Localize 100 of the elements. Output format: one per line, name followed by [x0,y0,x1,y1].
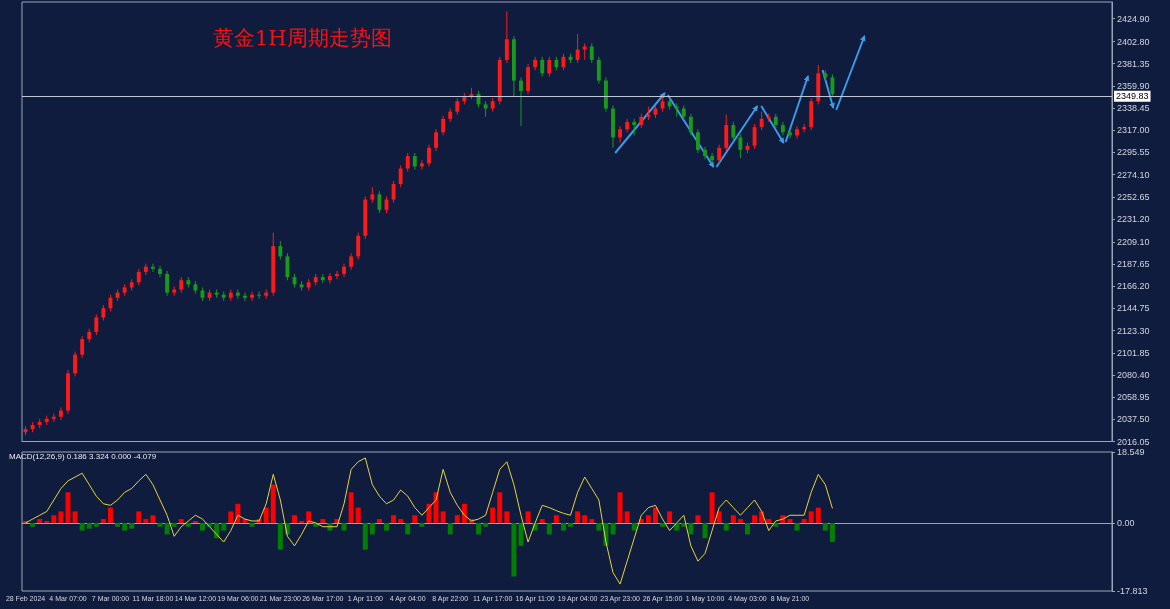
bar [766,519,772,523]
bar [553,515,559,523]
y-tick-label: 2016.05 [1117,436,1150,447]
bar [398,519,404,523]
y-tick-label: 2058.95 [1117,392,1150,403]
bar [539,519,545,523]
candlestick [696,128,700,154]
bar [440,511,446,523]
bar [221,522,227,531]
bar [93,522,99,527]
bar [596,522,602,531]
y-tick-label: 2359.90 [1117,80,1150,91]
y-tick-label: 2144.75 [1117,303,1150,314]
bar [653,507,658,523]
bar [355,507,361,523]
bar [419,522,425,527]
bar [164,522,170,535]
bar [185,522,191,527]
bar [171,522,177,527]
bar [369,522,375,535]
y-tick-label: 2037.50 [1117,414,1150,425]
candlestick [80,335,85,359]
candlestick [398,164,403,188]
candlestick [73,351,78,377]
candlestick [51,413,56,423]
bar [617,492,623,523]
bar [752,515,758,523]
bar [490,507,496,523]
bar [136,511,142,523]
y-tick-label: 2166.20 [1117,281,1150,292]
y-tick-label: 2101.85 [1117,347,1150,358]
text: 黄金1H周期走势图 [213,25,392,50]
bar [794,522,800,531]
bar [58,511,64,523]
bar [348,492,354,523]
ref-line-label: 2349.83 [1116,91,1149,102]
candlestick [519,77,523,127]
y-tick-label: 18.549 [1117,447,1145,457]
candlestick [646,105,651,121]
y-tick-label: 2123.30 [1117,325,1150,336]
bar [447,522,453,535]
bar [582,515,588,523]
bar [30,522,36,527]
candlestick [151,263,155,273]
bar [454,515,460,523]
bar [412,515,418,523]
bar [497,492,503,523]
bar [688,522,694,535]
bar [737,519,743,523]
bar [575,511,581,523]
bar [384,522,389,531]
bar [320,519,326,523]
bar [589,519,595,523]
candlestick [780,121,785,136]
bar [667,511,673,523]
bar [277,522,283,550]
bar [150,515,156,523]
bar [730,515,736,523]
bar [376,519,382,523]
y-tick-label: 2080.40 [1117,369,1150,380]
candlestick [250,291,254,302]
candlestick [158,265,162,278]
candlestick [710,152,715,164]
bar [178,519,184,523]
bar [433,492,439,523]
candlestick [285,252,290,281]
chart-title: MACD(12,26,9) 0.186 3.324 0.000 -4.079 [9,451,157,461]
y-tick-label: 2252.65 [1117,191,1150,202]
y-tick-label: 2209.10 [1117,236,1150,247]
bar [511,522,517,577]
candlestick [257,291,262,300]
candlestick [327,272,332,284]
y-tick-label: 2317.00 [1117,125,1150,136]
candlestick [795,125,799,140]
bar [560,522,566,531]
bar [723,522,729,531]
candlestick [434,128,438,152]
bar [829,522,835,543]
candlestick [526,63,531,95]
candlestick [540,56,545,77]
candlestick [703,146,707,160]
bar [270,484,276,523]
candlestick [533,56,538,71]
candlestick [731,121,736,142]
bar [660,522,666,527]
bar [624,511,630,523]
bar [115,522,121,527]
y-tick-label: 0.00 [1117,517,1135,528]
candlestick [618,125,623,144]
y-tick-label: 2274.10 [1117,169,1150,180]
bar [108,507,113,523]
bar [745,522,750,535]
bar [72,511,78,523]
candlestick [94,313,99,336]
candlestick [589,42,594,64]
candlestick [752,123,757,150]
bar [86,522,92,529]
bar [79,522,85,531]
bar [122,522,128,531]
bar [292,515,297,523]
